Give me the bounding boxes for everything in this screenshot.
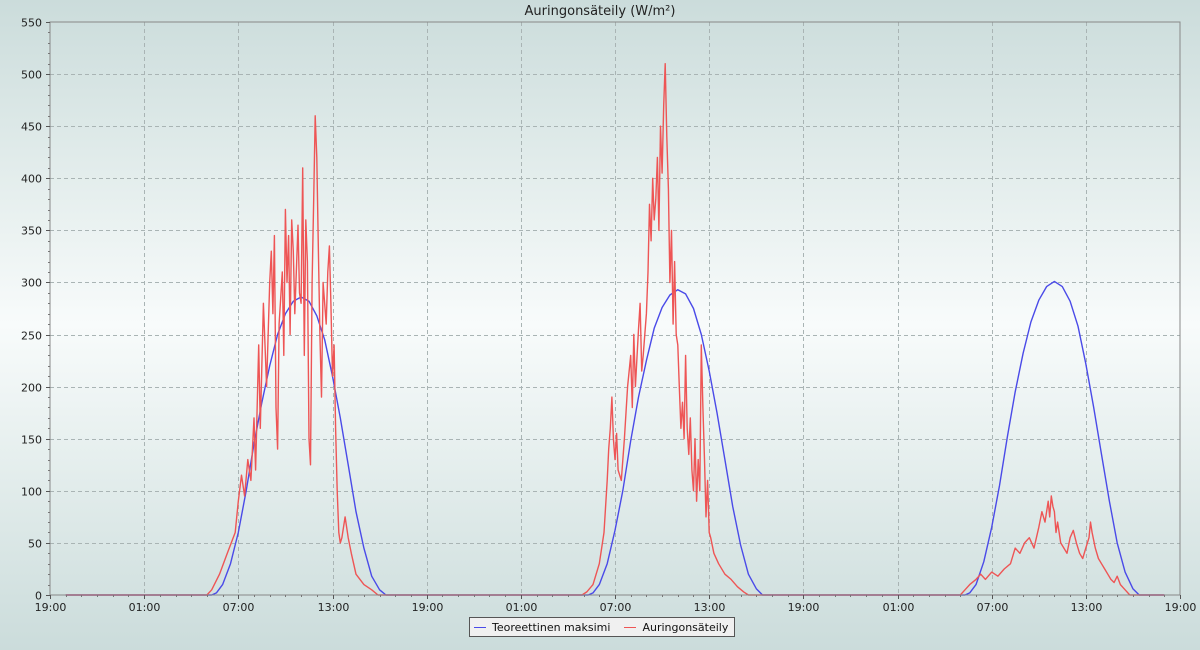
grid-lines <box>50 22 1180 595</box>
x-tick-label: 07:00 <box>223 601 255 614</box>
legend-swatch-solar-radiation <box>624 626 637 628</box>
legend-label-solar-radiation: Auringonsäteily <box>642 620 729 634</box>
series-lines <box>65 63 1165 596</box>
y-tick-label: 250 <box>21 330 42 343</box>
x-tick-label: 19:00 <box>35 601 67 614</box>
x-tick-label: 19:00 <box>1165 601 1197 614</box>
y-tick-label: 500 <box>21 69 42 82</box>
x-tick-label: 01:00 <box>506 601 538 614</box>
x-tick-label: 01:00 <box>129 601 161 614</box>
x-tick-label: 19:00 <box>788 601 820 614</box>
y-tick-label: 50 <box>28 538 42 551</box>
legend: Teoreettinen maksimi Auringonsäteily <box>469 617 736 637</box>
x-tick-label: 07:00 <box>600 601 632 614</box>
y-tick-label: 0 <box>35 590 42 603</box>
x-tick-label: 13:00 <box>318 601 350 614</box>
x-tick-label: 13:00 <box>694 601 726 614</box>
legend-item-solar-radiation: Auringonsäteily <box>624 621 728 634</box>
y-tick-label: 400 <box>21 173 42 186</box>
x-tick-label: 19:00 <box>412 601 444 614</box>
y-tick-label: 300 <box>21 277 42 290</box>
y-tick-label: 200 <box>21 382 42 395</box>
x-tick-label: 01:00 <box>883 601 915 614</box>
chart-title: Auringonsäteily (W/m²) <box>525 4 676 19</box>
legend-item-theoretical-max: Teoreettinen maksimi <box>474 621 610 634</box>
series-line-solar-radiation <box>65 63 1165 596</box>
legend-swatch-theoretical-max <box>474 626 486 628</box>
x-tick-label: 13:00 <box>1071 601 1103 614</box>
y-tick-label: 450 <box>21 121 42 134</box>
x-tick-label: 07:00 <box>977 601 1009 614</box>
y-tick-label: 100 <box>21 486 42 499</box>
y-tick-label: 550 <box>21 17 42 30</box>
y-tick-label: 150 <box>21 434 42 447</box>
axes: 0 50 100 150 200 250 300 350 400 450 500 550 19:00 01… <box>21 17 1196 615</box>
legend-label-theoretical-max: Teoreettinen maksimi <box>492 620 611 634</box>
y-tick-label: 350 <box>21 225 42 238</box>
